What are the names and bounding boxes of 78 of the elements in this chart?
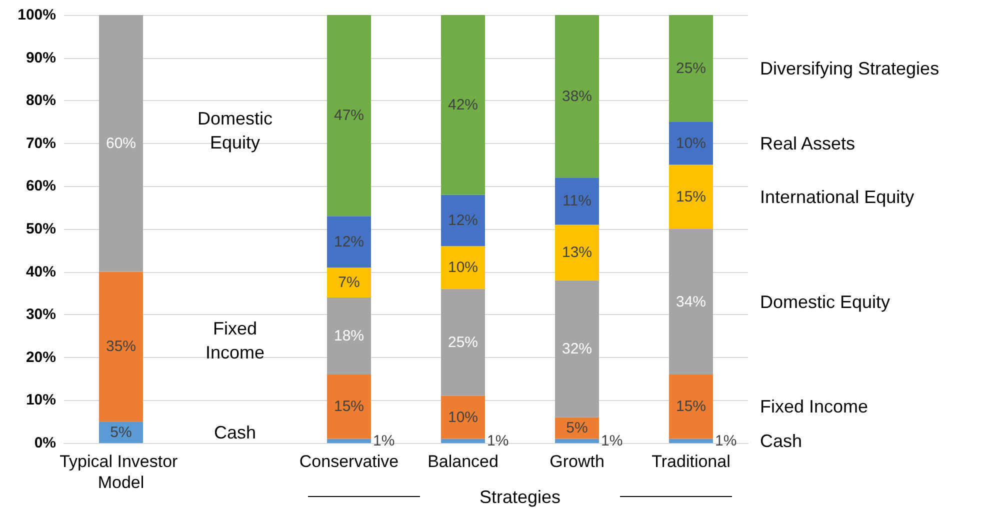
bar [441, 194, 485, 246]
y-tick-label: 0% [34, 434, 56, 452]
data-label: 13% [562, 244, 592, 262]
data-label: 10% [448, 259, 478, 276]
data-label: 47% [334, 107, 364, 124]
bar [669, 122, 713, 165]
bar [441, 288, 485, 396]
text: Fixed Income [760, 396, 868, 417]
bar [669, 438, 713, 443]
bar [669, 229, 713, 375]
bar [327, 15, 371, 216]
bar [669, 374, 713, 439]
bar [669, 164, 713, 229]
y-tick-label: 60% [26, 178, 56, 195]
text: Cash [760, 430, 802, 451]
data-label: 1% [373, 432, 395, 450]
data-label: 5% [110, 424, 132, 441]
text: Strategies [479, 487, 561, 507]
bar [555, 178, 599, 225]
data-label: 35% [106, 338, 136, 356]
data-label: 25% [676, 60, 706, 77]
bar [555, 280, 599, 418]
bar [327, 297, 371, 375]
y-tick-label: 30% [26, 306, 56, 324]
bar [327, 216, 371, 268]
x-tick-label: Growth [550, 452, 604, 471]
data-label: 10% [676, 134, 706, 152]
data-label: 1% [715, 432, 737, 450]
x-tick-label: Balanced [428, 452, 498, 471]
y-tick-label: 40% [26, 263, 56, 280]
bar [555, 15, 599, 178]
y-tick-label: 70% [26, 134, 56, 152]
y-tick-label: 10% [26, 392, 56, 409]
bar [327, 268, 371, 298]
annotation: Cash [214, 422, 256, 442]
y-tick-label: 80% [26, 92, 56, 110]
y-tick-label: 50% [26, 220, 56, 238]
bar [327, 374, 371, 439]
annotation: Domestic Equity [197, 108, 273, 153]
x-tick-label: Typical Investor Model [60, 452, 182, 492]
text: International Equity [760, 186, 914, 207]
x-tick-label: Traditional [652, 452, 730, 471]
annotation: Fixed Income [205, 318, 265, 362]
data-label: 1% [601, 432, 623, 450]
bar [441, 396, 485, 439]
bar [99, 15, 143, 272]
bar [441, 438, 485, 443]
y-tick-label: 90% [26, 49, 56, 66]
data-label: 1% [487, 432, 509, 450]
data-label: 10% [448, 408, 478, 426]
bar [99, 272, 143, 422]
data-label: 7% [338, 274, 360, 291]
bar [327, 438, 371, 443]
data-label: 15% [334, 398, 364, 416]
text: Real Assets [760, 133, 856, 154]
data-label: 25% [448, 334, 478, 351]
data-label: 5% [566, 420, 588, 437]
data-label: 15% [676, 188, 706, 206]
data-label: 42% [448, 96, 478, 114]
data-label: 18% [334, 328, 364, 344]
x-tick-label: Conservative [299, 452, 399, 471]
y-tick-label: 100% [18, 6, 56, 24]
data-label: 15% [676, 398, 706, 416]
y-tick-label: 20% [26, 348, 56, 366]
data-label: 12% [448, 212, 478, 229]
data-label: 38% [562, 88, 592, 105]
bar [669, 15, 713, 122]
data-label: 32% [562, 340, 592, 358]
bar [441, 246, 485, 289]
data-label: 12% [334, 233, 364, 250]
text: Diversifying Strategies [760, 58, 940, 78]
bar [555, 224, 599, 280]
data-label: 11% [562, 192, 592, 210]
data-label: 34% [676, 293, 706, 310]
bar [441, 15, 485, 195]
data-label: 60% [106, 134, 136, 152]
text: Domestic Equity [760, 292, 890, 312]
bar [555, 438, 599, 443]
